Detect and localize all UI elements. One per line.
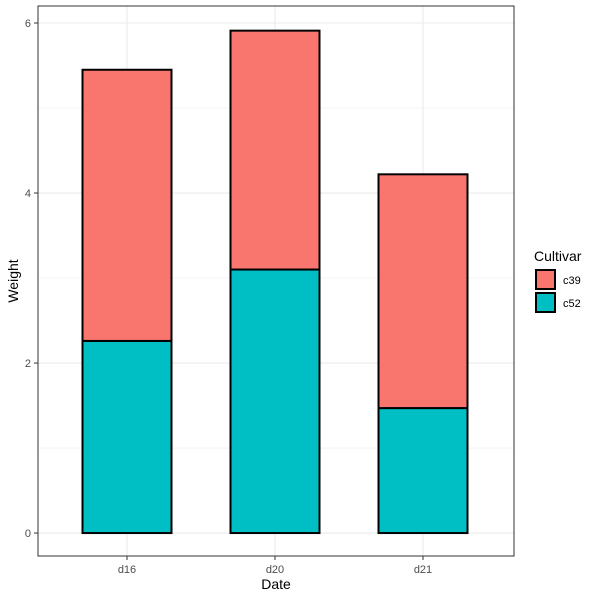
bars xyxy=(81,29,469,535)
y-axis-title: Weight xyxy=(5,259,21,302)
x-axis-title: Date xyxy=(261,576,291,592)
y-axis: 0 2 4 6 xyxy=(25,18,38,540)
x-tick-label: d21 xyxy=(414,564,432,576)
bar-c52-d21 xyxy=(377,407,469,535)
panel-border xyxy=(37,5,515,557)
legend: Cultivar c39 c52 xyxy=(534,248,582,313)
legend-label-c39: c39 xyxy=(563,275,581,287)
y-tick-label: 6 xyxy=(25,18,31,30)
y-tick-label: 2 xyxy=(25,358,31,370)
bar-c52-d20 xyxy=(229,268,321,535)
legend-title: Cultivar xyxy=(534,248,582,264)
bar-c52-d16 xyxy=(81,339,173,535)
bar-c39-d20 xyxy=(229,29,321,271)
bar-c39-d21 xyxy=(377,173,469,410)
y-tick-label: 0 xyxy=(25,528,31,540)
x-axis: d16 d20 d21 xyxy=(118,556,432,576)
x-tick-label: d20 xyxy=(266,564,284,576)
legend-key-c39 xyxy=(535,269,556,290)
legend-label-c52: c52 xyxy=(563,298,581,310)
legend-key-c52 xyxy=(535,292,556,313)
bar-c39-d16 xyxy=(81,68,173,342)
x-tick-label: d16 xyxy=(118,564,136,576)
y-tick-label: 4 xyxy=(25,188,31,200)
